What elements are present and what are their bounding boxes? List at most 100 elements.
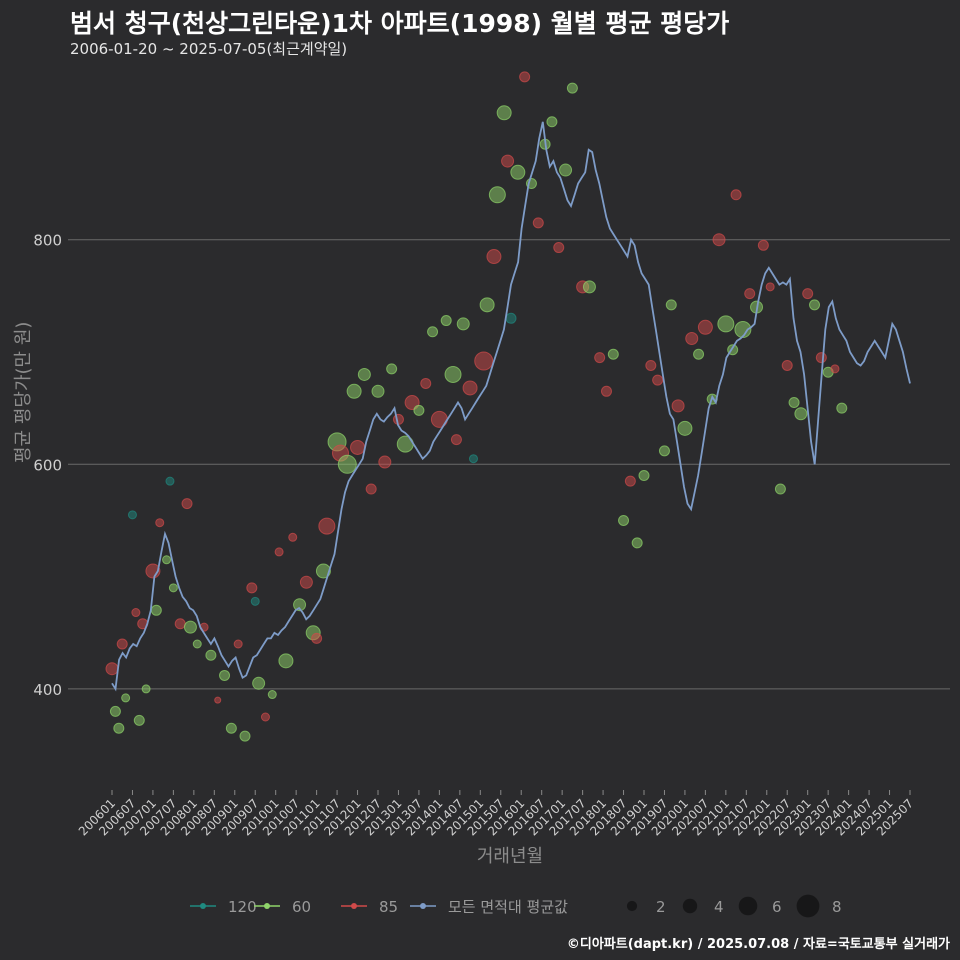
legend-label-all: 모든 면적대 평균값 — [448, 898, 568, 916]
data-point-60 — [357, 367, 371, 381]
data-point-85 — [365, 483, 377, 495]
data-point-85 — [246, 582, 258, 594]
data-point-85 — [181, 498, 193, 510]
data-point-60 — [788, 397, 800, 409]
data-point-60 — [809, 299, 821, 311]
data-point-60 — [293, 598, 307, 612]
legend-size-circle — [796, 894, 820, 918]
chart-subtitle: 2006-01-20 ~ 2025-07-05(최근계약일) — [70, 40, 348, 58]
data-point-120 — [250, 596, 260, 606]
x-tick-labels: 2006012006072007012007072008012008072009… — [76, 790, 916, 839]
data-point-60 — [546, 116, 558, 128]
data-point-60 — [121, 693, 131, 703]
x-axis-label: 거래년월 — [476, 846, 544, 867]
data-point-60 — [267, 690, 277, 700]
data-point-60 — [168, 583, 178, 593]
data-point-85 — [131, 608, 141, 618]
data-points — [105, 71, 848, 742]
data-point-85 — [685, 332, 699, 346]
y-tick-label: 600 — [33, 456, 62, 474]
data-point-60 — [440, 315, 452, 327]
data-point-60 — [346, 383, 362, 399]
data-point-120 — [468, 454, 478, 464]
data-point-85 — [594, 352, 606, 364]
data-point-60 — [225, 722, 237, 734]
data-point-60 — [413, 404, 425, 416]
data-point-85 — [486, 249, 502, 265]
legend-swatch-dot-60 — [264, 903, 270, 909]
data-point-60 — [693, 348, 705, 360]
data-point-85 — [260, 712, 270, 722]
legend-size-label: 8 — [832, 898, 842, 916]
data-point-85 — [274, 547, 284, 557]
legend-label-85: 85 — [379, 898, 398, 916]
data-point-60 — [566, 82, 578, 94]
data-point-85 — [532, 217, 544, 229]
data-point-85 — [501, 154, 515, 168]
data-point-60 — [496, 105, 512, 121]
data-point-85 — [519, 71, 531, 83]
data-point-85 — [155, 518, 165, 528]
credit-text: ©디아파트(dapt.kr) / 2025.07.08 / 자료=국토교통부 실… — [566, 937, 950, 952]
data-point-60 — [133, 714, 145, 726]
data-point-60 — [665, 299, 677, 311]
data-point-60 — [618, 514, 630, 526]
data-point-85 — [105, 662, 119, 676]
legend-swatch-dot-120 — [200, 903, 206, 909]
data-point-85 — [420, 377, 432, 389]
data-point-85 — [288, 532, 298, 542]
data-point-85 — [652, 374, 664, 386]
y-tick-label: 800 — [33, 232, 62, 250]
legend-size-circle — [738, 896, 758, 916]
legend-size-label: 4 — [714, 898, 724, 916]
data-point-60 — [337, 454, 357, 474]
data-point-85 — [671, 399, 685, 413]
data-point-60 — [444, 365, 462, 383]
average-line — [111, 121, 911, 692]
data-point-60 — [278, 653, 294, 669]
average-series-line — [111, 121, 911, 692]
data-point-60 — [836, 402, 848, 414]
data-point-60 — [559, 163, 573, 177]
data-point-85 — [214, 696, 222, 704]
data-point-60 — [192, 639, 202, 649]
data-point-60 — [427, 326, 439, 338]
legend-size-circle — [682, 898, 698, 914]
data-point-85 — [757, 239, 769, 251]
data-point-60 — [252, 676, 266, 690]
data-point-60 — [109, 705, 121, 717]
data-point-60 — [631, 537, 643, 549]
data-point-60 — [734, 321, 752, 339]
data-point-120 — [505, 312, 517, 324]
data-point-85 — [815, 352, 827, 364]
legend-swatch-dot-85 — [351, 903, 357, 909]
chart-title: 범서 청구(천상그린타운)1차 아파트(1998) 월별 평균 평당가 — [70, 9, 730, 38]
data-point-60 — [677, 420, 693, 436]
legend-label-60: 60 — [292, 898, 311, 916]
data-point-85 — [730, 189, 742, 201]
data-point-60 — [162, 555, 172, 565]
data-point-60 — [607, 348, 619, 360]
data-point-85 — [802, 288, 814, 300]
data-point-85 — [744, 288, 756, 300]
data-point-85 — [430, 410, 448, 428]
data-point-60 — [488, 186, 506, 204]
data-point-60 — [456, 317, 470, 331]
data-point-85 — [553, 242, 565, 254]
y-tick-label: 400 — [33, 681, 62, 699]
data-point-85 — [474, 351, 494, 371]
data-point-85 — [697, 319, 713, 335]
data-point-120 — [127, 510, 137, 520]
data-point-85 — [450, 434, 462, 446]
data-point-60 — [219, 669, 231, 681]
legend-label-120: 120 — [228, 898, 257, 916]
data-point-60 — [205, 649, 217, 661]
data-point-60 — [386, 363, 398, 375]
data-point-60 — [239, 730, 251, 742]
data-point-85 — [299, 575, 313, 589]
data-point-60 — [141, 684, 151, 694]
data-point-85 — [350, 439, 366, 455]
data-point-60 — [510, 164, 526, 180]
